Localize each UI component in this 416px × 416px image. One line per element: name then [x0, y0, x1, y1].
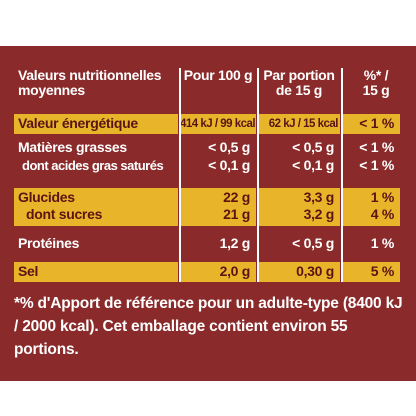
- row-per100: 414 kJ / 99 kcal: [180, 114, 256, 134]
- table-row-fats: Matières grasses < 0,5 g < 0,5 g < 1 %: [14, 140, 400, 158]
- footnote: *% d'Apport de référence pour un adulte-…: [14, 295, 403, 358]
- row-pct: 1 %: [370, 235, 395, 251]
- row-per100: < 0,5 g: [208, 139, 250, 155]
- row-label: Valeur énergétique: [14, 114, 178, 134]
- header-label: Valeurs nutritionnelles moyennes: [18, 67, 162, 98]
- table-row-sugars: dont sucres 21 g 3,2 g 4 %: [14, 207, 400, 225]
- row-label: dont acides gras saturés: [22, 158, 164, 173]
- row-label: dont sucres: [26, 206, 103, 222]
- row-pct: 5 %: [342, 262, 400, 282]
- table-row-salt: Sel 2,0 g 0,30 g 5 %: [14, 262, 400, 282]
- row-per100: 1,2 g: [219, 235, 251, 251]
- row-label: Protéines: [18, 235, 80, 251]
- row-portion: < 0,5 g: [292, 139, 334, 155]
- row-per100: < 0,1 g: [208, 157, 250, 173]
- table-header-row: Valeurs nutritionnelles moyennes Pour 10…: [14, 68, 400, 102]
- row-pct: 4 %: [370, 206, 395, 222]
- column-divider: [257, 68, 259, 282]
- row-label: Glucides: [14, 188, 178, 226]
- table-row-saturated: dont acides gras saturés < 0,1 g < 0,1 g…: [14, 158, 400, 176]
- row-portion: 62 kJ / 15 kcal: [258, 114, 340, 134]
- row-label: Matières grasses: [18, 139, 127, 155]
- column-divider: [179, 68, 181, 282]
- column-divider: [341, 68, 343, 282]
- nutrition-panel: Valeurs nutritionnelles moyennes Pour 10…: [0, 46, 416, 381]
- row-portion: < 0,1 g: [292, 157, 334, 173]
- table-row-energy: Valeur énergétique 414 kJ / 99 kcal 62 k…: [14, 114, 400, 134]
- row-portion: 3,2 g: [303, 206, 335, 222]
- row-per100: 22 g: [180, 188, 256, 226]
- table-row-proteins: Protéines 1,2 g < 0,5 g 1 %: [14, 236, 400, 254]
- row-per100: 21 g: [223, 206, 250, 222]
- header-per100: Pour 100 g: [183, 67, 253, 83]
- row-per100: 2,0 g: [180, 262, 256, 282]
- row-pct: < 1 %: [359, 157, 394, 173]
- row-portion: 0,30 g: [258, 262, 340, 282]
- row-portion: 3,3 g: [258, 188, 340, 226]
- row-label: Sel: [14, 262, 178, 282]
- row-pct: 1 %: [342, 188, 400, 226]
- row-pct: < 1 %: [342, 114, 400, 134]
- header-portion: Par portion de 15 g: [263, 67, 335, 98]
- row-portion: < 0,5 g: [292, 235, 334, 251]
- header-pct: %* / 15 g: [362, 67, 390, 98]
- row-pct: < 1 %: [359, 139, 394, 155]
- table-row-carbs: Glucides 22 g 3,3 g 1 %: [14, 188, 400, 226]
